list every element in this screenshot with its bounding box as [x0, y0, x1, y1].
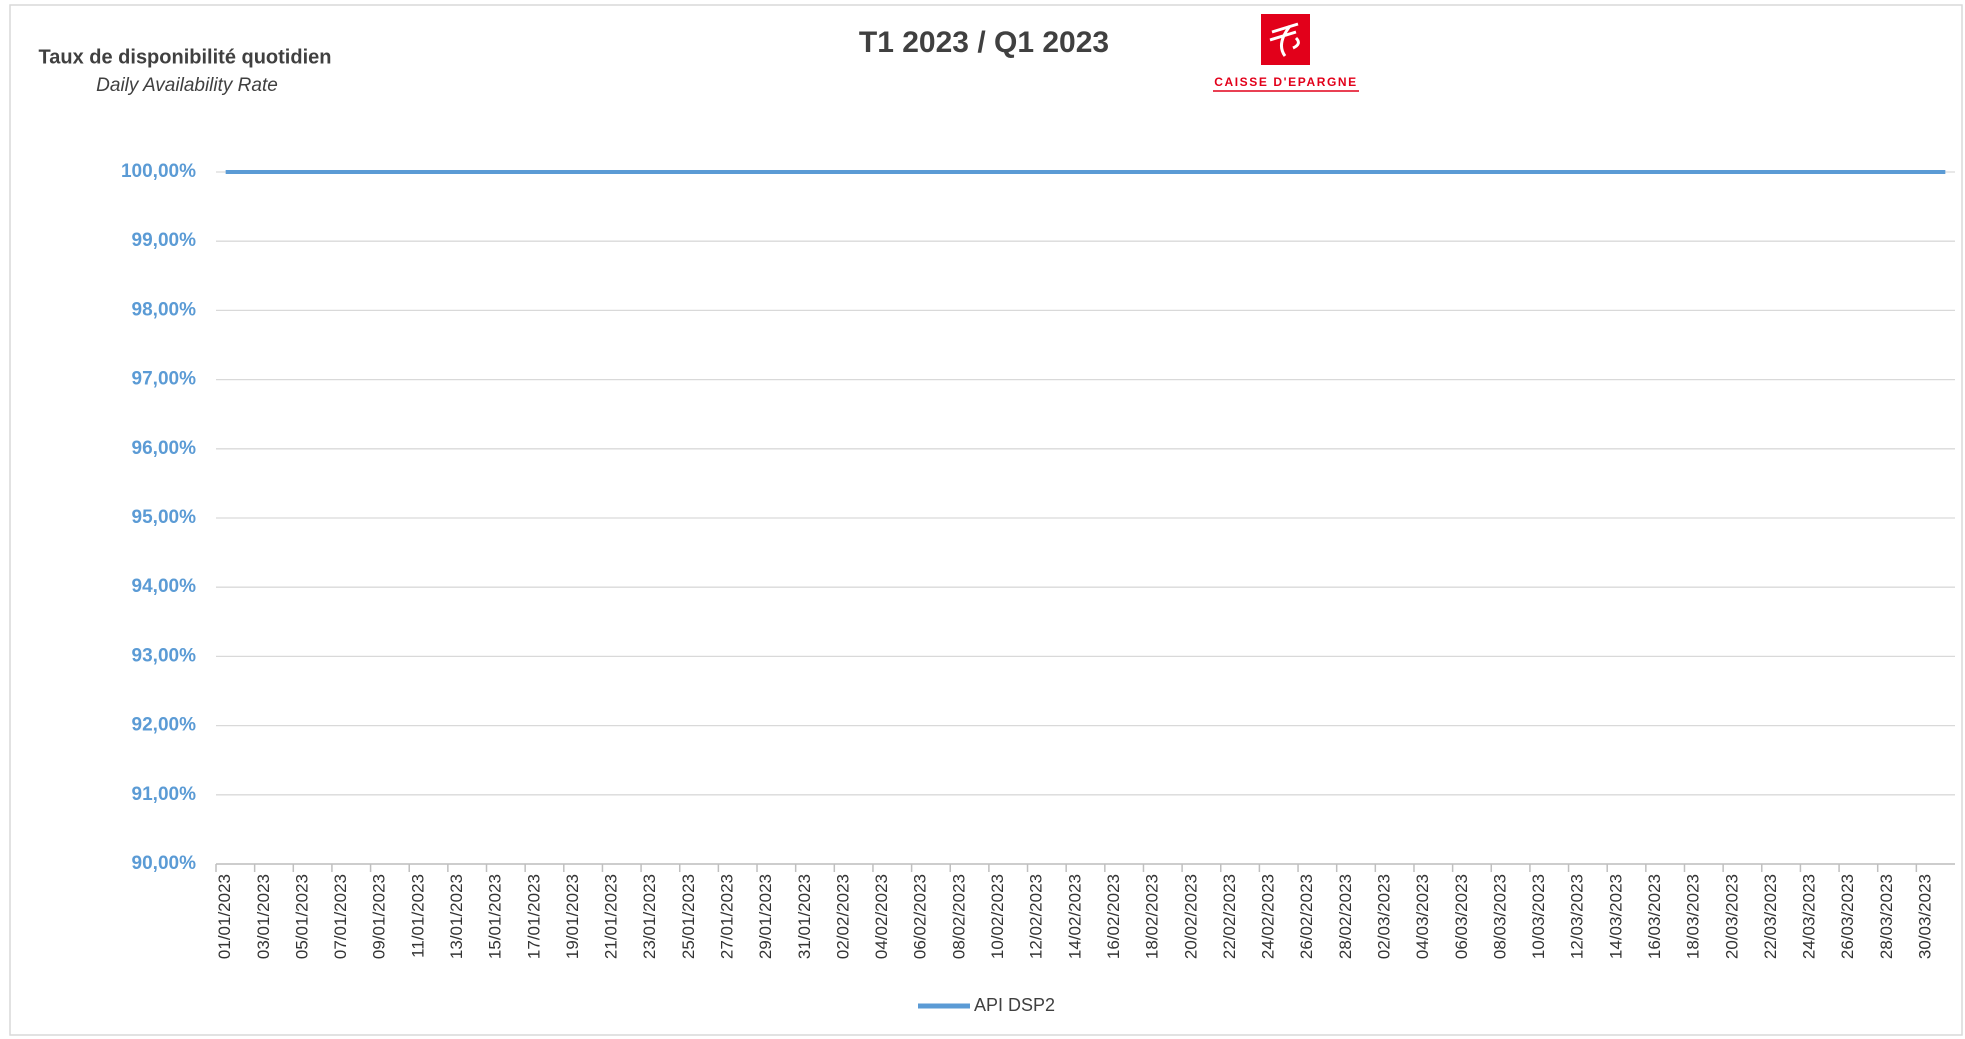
y-tick-label: 97,00%: [132, 369, 197, 390]
x-tick-label: 02/02/2023: [833, 874, 852, 959]
logo-symbol: [1269, 22, 1300, 57]
x-tick-label: 25/01/2023: [679, 874, 698, 959]
x-tick-label: 28/02/2023: [1336, 874, 1355, 959]
x-tick-label: 22/02/2023: [1220, 874, 1239, 959]
x-tick-label: 15/01/2023: [486, 874, 505, 959]
x-tick-label: 20/03/2023: [1722, 874, 1741, 959]
x-tick-label: 09/01/2023: [370, 874, 389, 959]
x-tick-label: 16/03/2023: [1645, 874, 1664, 959]
y-tick-label: 98,00%: [132, 299, 197, 320]
x-tick-label: 24/03/2023: [1800, 874, 1819, 959]
x-tick-label: 31/01/2023: [795, 874, 814, 959]
x-tick-label: 11/01/2023: [408, 874, 427, 958]
chart-title: T1 2023 / Q1 2023: [859, 26, 1109, 59]
x-tick-label: 14/03/2023: [1606, 874, 1625, 959]
x-tick-label: 04/03/2023: [1413, 874, 1432, 959]
x-tick-label: 06/02/2023: [911, 874, 930, 959]
x-tick-label: 06/03/2023: [1452, 874, 1471, 959]
chart-frame: [9, 4, 1963, 1036]
x-tick-label: 29/01/2023: [756, 874, 775, 959]
x-tick-label: 18/03/2023: [1684, 874, 1703, 959]
y-tick-label: 91,00%: [132, 784, 197, 805]
x-tick-label: 17/01/2023: [524, 874, 543, 959]
y-tick-label: 96,00%: [132, 438, 197, 459]
y-tick-label: 94,00%: [132, 576, 197, 597]
x-tick-label: 02/03/2023: [1374, 874, 1393, 959]
y-axis-label: Taux de disponibilité quotidien: [39, 46, 332, 68]
x-tick-label: 12/03/2023: [1568, 874, 1587, 959]
x-tick-label: 05/01/2023: [292, 874, 311, 959]
y-tick-label: 100,00%: [121, 161, 196, 182]
x-tick-label: 13/01/2023: [447, 874, 466, 959]
x-tick-label: 28/03/2023: [1877, 874, 1896, 959]
x-tick-label: 19/01/2023: [563, 874, 582, 959]
x-tick-label: 22/03/2023: [1761, 874, 1780, 959]
y-tick-label: 95,00%: [132, 507, 197, 528]
x-tick-label: 23/01/2023: [640, 874, 659, 959]
x-tick-label: 21/01/2023: [602, 874, 621, 959]
x-tick-label: 20/02/2023: [1181, 874, 1200, 959]
x-tick-label: 03/01/2023: [254, 874, 273, 959]
x-tick-label: 07/01/2023: [331, 874, 350, 959]
x-tick-label: 26/03/2023: [1838, 874, 1857, 959]
x-tick-label: 27/01/2023: [718, 874, 737, 959]
x-tick-label: 08/03/2023: [1490, 874, 1509, 959]
y-tick-label: 92,00%: [132, 715, 197, 736]
y-tick-label: 93,00%: [132, 645, 197, 666]
x-tick-label: 08/02/2023: [949, 874, 968, 959]
y-axis-subtitle: Daily Availability Rate: [96, 75, 278, 96]
legend-label: API DSP2: [974, 995, 1055, 1015]
x-tick-label: 14/02/2023: [1065, 874, 1084, 959]
logo: CAISSE D'EPARGNE: [1213, 14, 1359, 92]
brand-name: CAISSE D'EPARGNE: [1214, 75, 1358, 89]
x-tick-label: 10/03/2023: [1529, 874, 1548, 959]
y-tick-label: 90,00%: [132, 853, 197, 874]
x-tick-label: 30/03/2023: [1916, 874, 1935, 959]
x-tick-label: 10/02/2023: [988, 874, 1007, 959]
x-tick-label: 16/02/2023: [1104, 874, 1123, 959]
y-tick-label: 99,00%: [132, 230, 197, 251]
logo-square: [1261, 14, 1310, 65]
x-tick-label: 12/02/2023: [1027, 874, 1046, 959]
x-tick-label: 01/01/2023: [215, 874, 234, 959]
x-tick-label: 26/02/2023: [1297, 874, 1316, 959]
x-tick-label: 24/02/2023: [1259, 874, 1278, 959]
x-tick-label: 18/02/2023: [1143, 874, 1162, 959]
x-tick-label: 04/02/2023: [872, 874, 891, 959]
